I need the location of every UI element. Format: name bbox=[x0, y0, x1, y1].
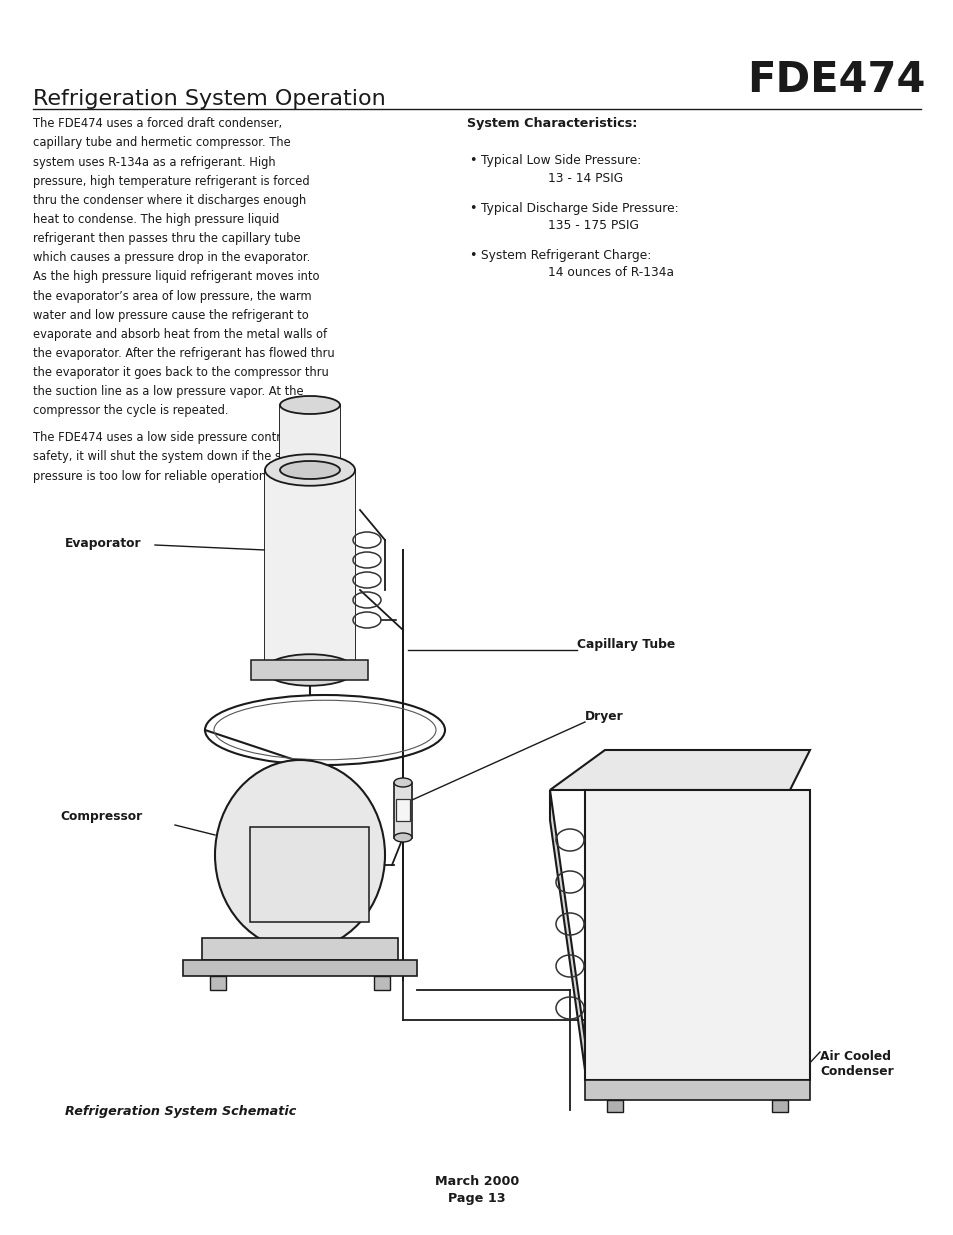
Text: FDE474: FDE474 bbox=[746, 59, 924, 101]
Bar bbox=[584, 790, 809, 1079]
Bar bbox=[251, 826, 369, 921]
Text: refrigerant then passes thru the capillary tube: refrigerant then passes thru the capilla… bbox=[33, 232, 301, 246]
Text: The FDE474 uses a forced draft condenser,: The FDE474 uses a forced draft condenser… bbox=[33, 117, 282, 131]
Text: the evaporator. After the refrigerant has flowed thru: the evaporator. After the refrigerant ha… bbox=[33, 347, 335, 361]
Text: Typical Low Side Pressure:: Typical Low Side Pressure: bbox=[481, 154, 641, 168]
Text: capillary tube and hermetic compressor. The: capillary tube and hermetic compressor. … bbox=[33, 137, 291, 149]
Text: compressor the cycle is repeated.: compressor the cycle is repeated. bbox=[33, 405, 229, 417]
Text: 13 - 14 PSIG: 13 - 14 PSIG bbox=[548, 172, 622, 185]
Text: Capillary Tube: Capillary Tube bbox=[577, 638, 675, 651]
Bar bbox=[395, 799, 410, 821]
Bar bbox=[374, 976, 390, 990]
Text: safety, it will shut the system down if the suction: safety, it will shut the system down if … bbox=[33, 451, 316, 463]
Text: Typical Discharge Side Pressure:: Typical Discharge Side Pressure: bbox=[481, 201, 679, 215]
Bar bbox=[584, 1079, 809, 1100]
Text: Refrigeration System Schematic: Refrigeration System Schematic bbox=[65, 1105, 296, 1118]
Text: •: • bbox=[469, 201, 476, 215]
Ellipse shape bbox=[280, 396, 339, 414]
Text: Air Cooled: Air Cooled bbox=[820, 1050, 890, 1063]
Bar bbox=[606, 1100, 622, 1112]
Ellipse shape bbox=[394, 832, 412, 842]
Polygon shape bbox=[550, 790, 584, 1070]
Text: •: • bbox=[469, 154, 476, 168]
Text: thru the condenser where it discharges enough: thru the condenser where it discharges e… bbox=[33, 194, 306, 207]
Text: pressure, high temperature refrigerant is forced: pressure, high temperature refrigerant i… bbox=[33, 175, 310, 188]
Text: system uses R-134a as a refrigerant. High: system uses R-134a as a refrigerant. Hig… bbox=[33, 156, 275, 169]
Text: Compressor: Compressor bbox=[60, 810, 142, 823]
Text: As the high pressure liquid refrigerant moves into: As the high pressure liquid refrigerant … bbox=[33, 270, 319, 284]
Text: the evaporator’s area of low pressure, the warm: the evaporator’s area of low pressure, t… bbox=[33, 290, 312, 303]
Text: Evaporator: Evaporator bbox=[65, 537, 141, 550]
Ellipse shape bbox=[394, 778, 412, 787]
Ellipse shape bbox=[265, 655, 355, 685]
Bar bbox=[210, 976, 226, 990]
Text: 135 - 175 PSIG: 135 - 175 PSIG bbox=[548, 219, 639, 232]
Text: water and low pressure cause the refrigerant to: water and low pressure cause the refrige… bbox=[33, 309, 309, 322]
Text: The FDE474 uses a low side pressure control as a: The FDE474 uses a low side pressure cont… bbox=[33, 431, 318, 445]
Text: evaporate and absorb heat from the metal walls of: evaporate and absorb heat from the metal… bbox=[33, 327, 327, 341]
Text: System Refrigerant Charge:: System Refrigerant Charge: bbox=[481, 248, 651, 262]
Text: the evaporator it goes back to the compressor thru: the evaporator it goes back to the compr… bbox=[33, 366, 329, 379]
Ellipse shape bbox=[265, 454, 355, 485]
Text: March 2000: March 2000 bbox=[435, 1174, 518, 1188]
Bar bbox=[771, 1100, 787, 1112]
Bar bbox=[394, 783, 412, 837]
Ellipse shape bbox=[280, 461, 339, 479]
Polygon shape bbox=[550, 750, 809, 790]
Text: Condenser: Condenser bbox=[820, 1065, 893, 1078]
Ellipse shape bbox=[214, 760, 385, 950]
Text: 14 ounces of R-134a: 14 ounces of R-134a bbox=[548, 266, 674, 279]
Text: Refrigeration System Operation: Refrigeration System Operation bbox=[33, 89, 386, 109]
Bar bbox=[183, 960, 416, 976]
Bar bbox=[265, 471, 355, 671]
Bar bbox=[280, 405, 339, 471]
Text: Page 13: Page 13 bbox=[448, 1192, 505, 1205]
Text: pressure is too low for reliable operation.: pressure is too low for reliable operati… bbox=[33, 469, 270, 483]
Text: Dryer: Dryer bbox=[584, 710, 623, 722]
Text: •: • bbox=[469, 248, 476, 262]
Text: heat to condense. The high pressure liquid: heat to condense. The high pressure liqu… bbox=[33, 214, 279, 226]
Text: System Characteristics:: System Characteristics: bbox=[467, 117, 638, 131]
Bar bbox=[202, 939, 397, 960]
Text: which causes a pressure drop in the evaporator.: which causes a pressure drop in the evap… bbox=[33, 252, 311, 264]
Bar bbox=[252, 659, 368, 680]
Text: the suction line as a low pressure vapor. At the: the suction line as a low pressure vapor… bbox=[33, 385, 304, 399]
